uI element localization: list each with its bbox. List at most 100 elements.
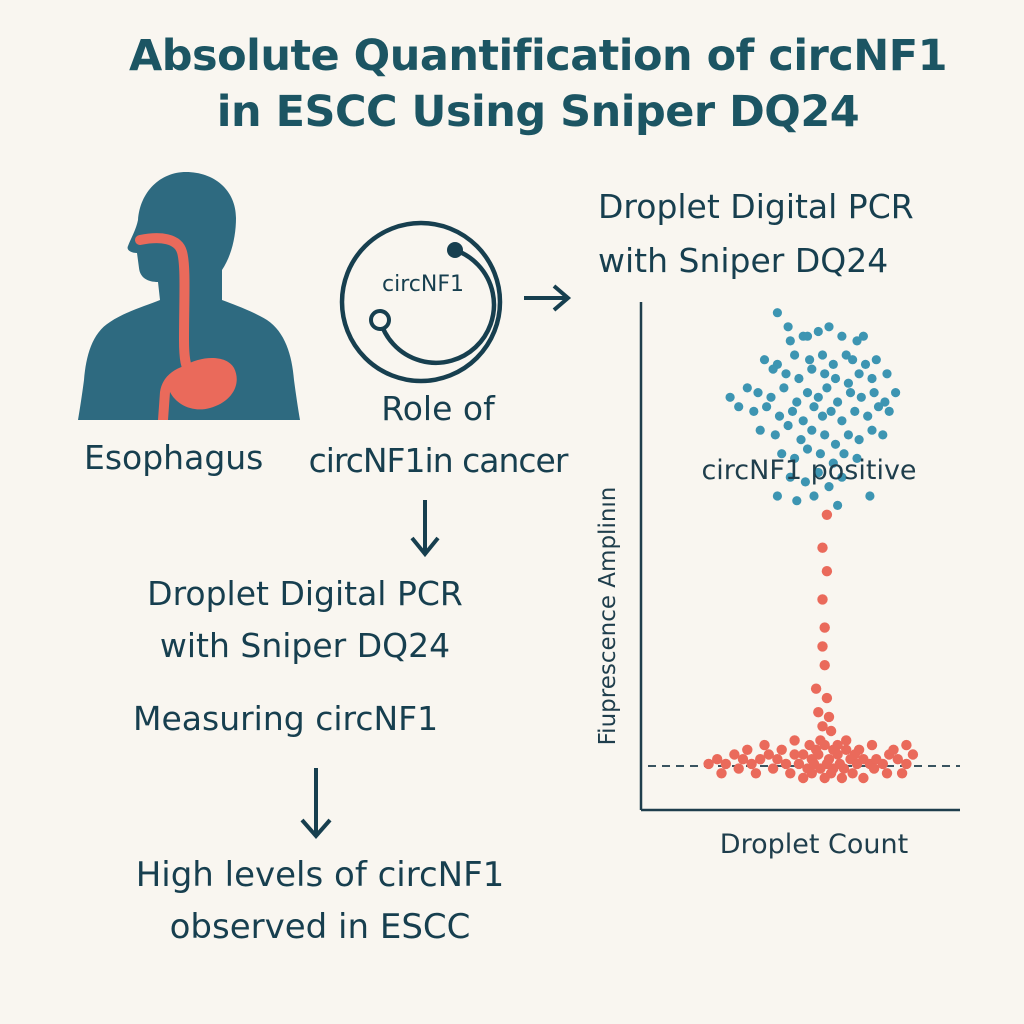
positive-droplet-point-21 [781,369,791,379]
negative-droplet-point-66 [858,772,869,784]
role-line-1: Role of [381,389,495,428]
ddpcr-line-1: Droplet Digital PCR [147,574,463,613]
positive-droplet-point-65 [830,439,841,449]
positive-droplet-point-59 [755,425,765,435]
circular-rna-icon [339,220,503,384]
result-line-1: High levels of circNF1 [135,855,505,895]
positive-droplet-point-54 [837,416,847,426]
negative-droplet-point-3 [817,594,828,605]
negative-droplet-point-21 [813,749,824,760]
positive-droplet-point-35 [792,397,802,407]
negative-droplet-point-33 [763,749,774,760]
positive-droplet-point-37 [813,392,823,402]
positive-droplet-point-36 [802,388,813,398]
positive-droplet-point-20 [768,364,778,374]
positive-droplet-point-28 [867,373,877,384]
negative-droplet-point-28 [720,758,731,770]
positive-droplet-point-33 [766,392,776,402]
negative-droplet-point-69 [896,768,908,779]
negative-droplet-point-76 [866,739,878,751]
negative-droplet-point-1 [817,542,828,553]
positive-droplet-point-12 [790,350,800,360]
negative-droplet-point-0 [821,509,833,520]
negative-droplet-point-4 [819,622,830,633]
negative-droplet-point-36 [789,749,800,760]
positive-droplet-point-76 [852,453,862,463]
positive-droplet-point-29 [882,369,892,379]
negative-droplet-point-8 [821,692,833,704]
positive-droplet-point-45 [734,402,744,412]
positive-droplet-point-8 [852,336,862,346]
negative-droplet-point-2 [821,566,833,577]
negative-droplet-point-10 [823,711,835,723]
result-line-2: observed in ESCC [169,907,471,947]
role-line-2: circNF1in cancer [308,441,569,480]
positive-droplet-point-25 [830,373,841,384]
positive-droplet-point-55 [850,406,860,416]
positive-droplet-point-41 [856,392,866,402]
ddpcr-step-label: Droplet Digital PCR with Sniper DQ24 [100,568,510,672]
right-heading-line-1: Droplet Digital PCR [598,187,914,226]
positive-droplet-point-5 [802,331,813,341]
positive-droplet-point-26 [843,378,854,388]
positive-droplet-point-77 [785,472,795,482]
positive-droplet-point-49 [787,406,798,416]
negative-droplet-point-77 [888,744,899,755]
measuring-label: Measuring circNF1 [133,699,439,738]
positive-droplet-point-57 [873,402,884,412]
negative-droplet-point-37 [793,758,805,770]
negative-droplet-point-35 [780,758,792,770]
positive-droplet-point-44 [891,388,901,398]
negative-droplet-point-64 [836,772,848,784]
right-heading-line-2: with Sniper DQ24 [598,241,889,280]
negative-droplet-point-65 [847,768,858,779]
negative-droplet-point-54 [907,749,919,760]
positive-droplet-point-23 [807,364,817,374]
positive-droplet-point-0 [772,308,783,318]
negative-droplet-point-74 [841,735,852,746]
negative-droplet-point-58 [767,763,779,774]
negative-droplet-point-27 [712,754,723,765]
positive-droplet-point-82 [772,491,783,501]
positive-droplet-point-13 [805,355,815,365]
negative-droplet-point-32 [755,754,766,765]
positive-droplet-point-83 [792,496,802,506]
arrow-down-icon-2 [300,768,332,840]
negative-droplet-point-24 [841,744,852,755]
negative-droplet-point-73 [789,735,800,746]
positive-droplet-point-56 [863,411,873,421]
circle-label: circNF1 [382,272,464,297]
negative-droplet-point-68 [881,768,893,779]
positive-droplet-point-3 [785,336,795,346]
negative-droplet-point-6 [819,660,830,671]
positive-droplet-point-46 [749,406,759,416]
negative-droplet-point-55 [716,768,727,779]
positive-droplet-point-14 [817,350,828,360]
positive-droplet-point-50 [798,416,808,426]
positive-droplet-point-81 [837,472,847,482]
negative-droplet-point-11 [817,721,828,732]
negative-droplet-point-23 [832,749,843,760]
positive-droplet-point-22 [794,373,804,384]
y-axis-label: Fiuprescence Amplinın [595,487,621,746]
negative-droplet-point-53 [901,758,912,770]
positive-droplet-point-48 [774,411,785,421]
negative-droplet-point-61 [806,768,817,779]
positive-droplet-point-6 [824,322,834,332]
x-axis-label: Droplet Count [720,829,908,860]
ddpcr-line-2: with Sniper DQ24 [159,626,451,665]
positive-droplet-point-74 [828,458,838,468]
positive-droplet-point-27 [854,369,864,379]
arrow-down-icon [410,500,440,558]
positive-droplet-point-32 [753,388,763,398]
positive-droplet-point-42 [869,388,879,398]
negative-droplet-point-5 [817,641,828,652]
positive-droplet-point-68 [867,425,877,435]
points-layer [703,308,919,784]
negative-droplet-point-56 [733,763,744,774]
positive-droplet-point-51 [809,402,819,412]
positive-droplet-point-80 [824,482,834,492]
positive-droplet-point-84 [809,491,819,501]
positive-droplet-point-43 [880,397,890,407]
